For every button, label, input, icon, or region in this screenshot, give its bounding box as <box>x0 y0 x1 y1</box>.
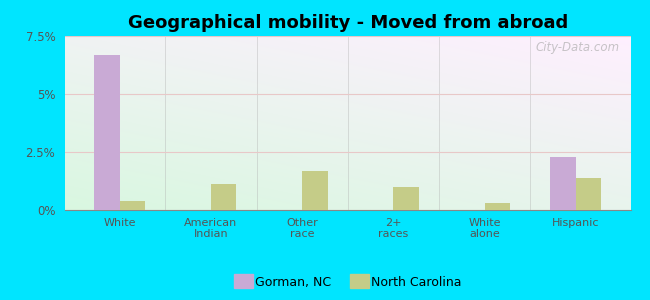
Bar <box>484 203 510 210</box>
Bar <box>302 171 328 210</box>
Legend: Gorman, NC, North Carolina: Gorman, NC, North Carolina <box>229 271 467 294</box>
Bar <box>551 157 576 210</box>
Title: Geographical mobility - Moved from abroad: Geographical mobility - Moved from abroa… <box>127 14 568 32</box>
Text: City-Data.com: City-Data.com <box>535 41 619 54</box>
Bar <box>576 178 601 210</box>
Bar <box>94 55 120 210</box>
Bar <box>120 201 145 210</box>
Bar <box>393 187 419 210</box>
Bar <box>211 184 237 210</box>
